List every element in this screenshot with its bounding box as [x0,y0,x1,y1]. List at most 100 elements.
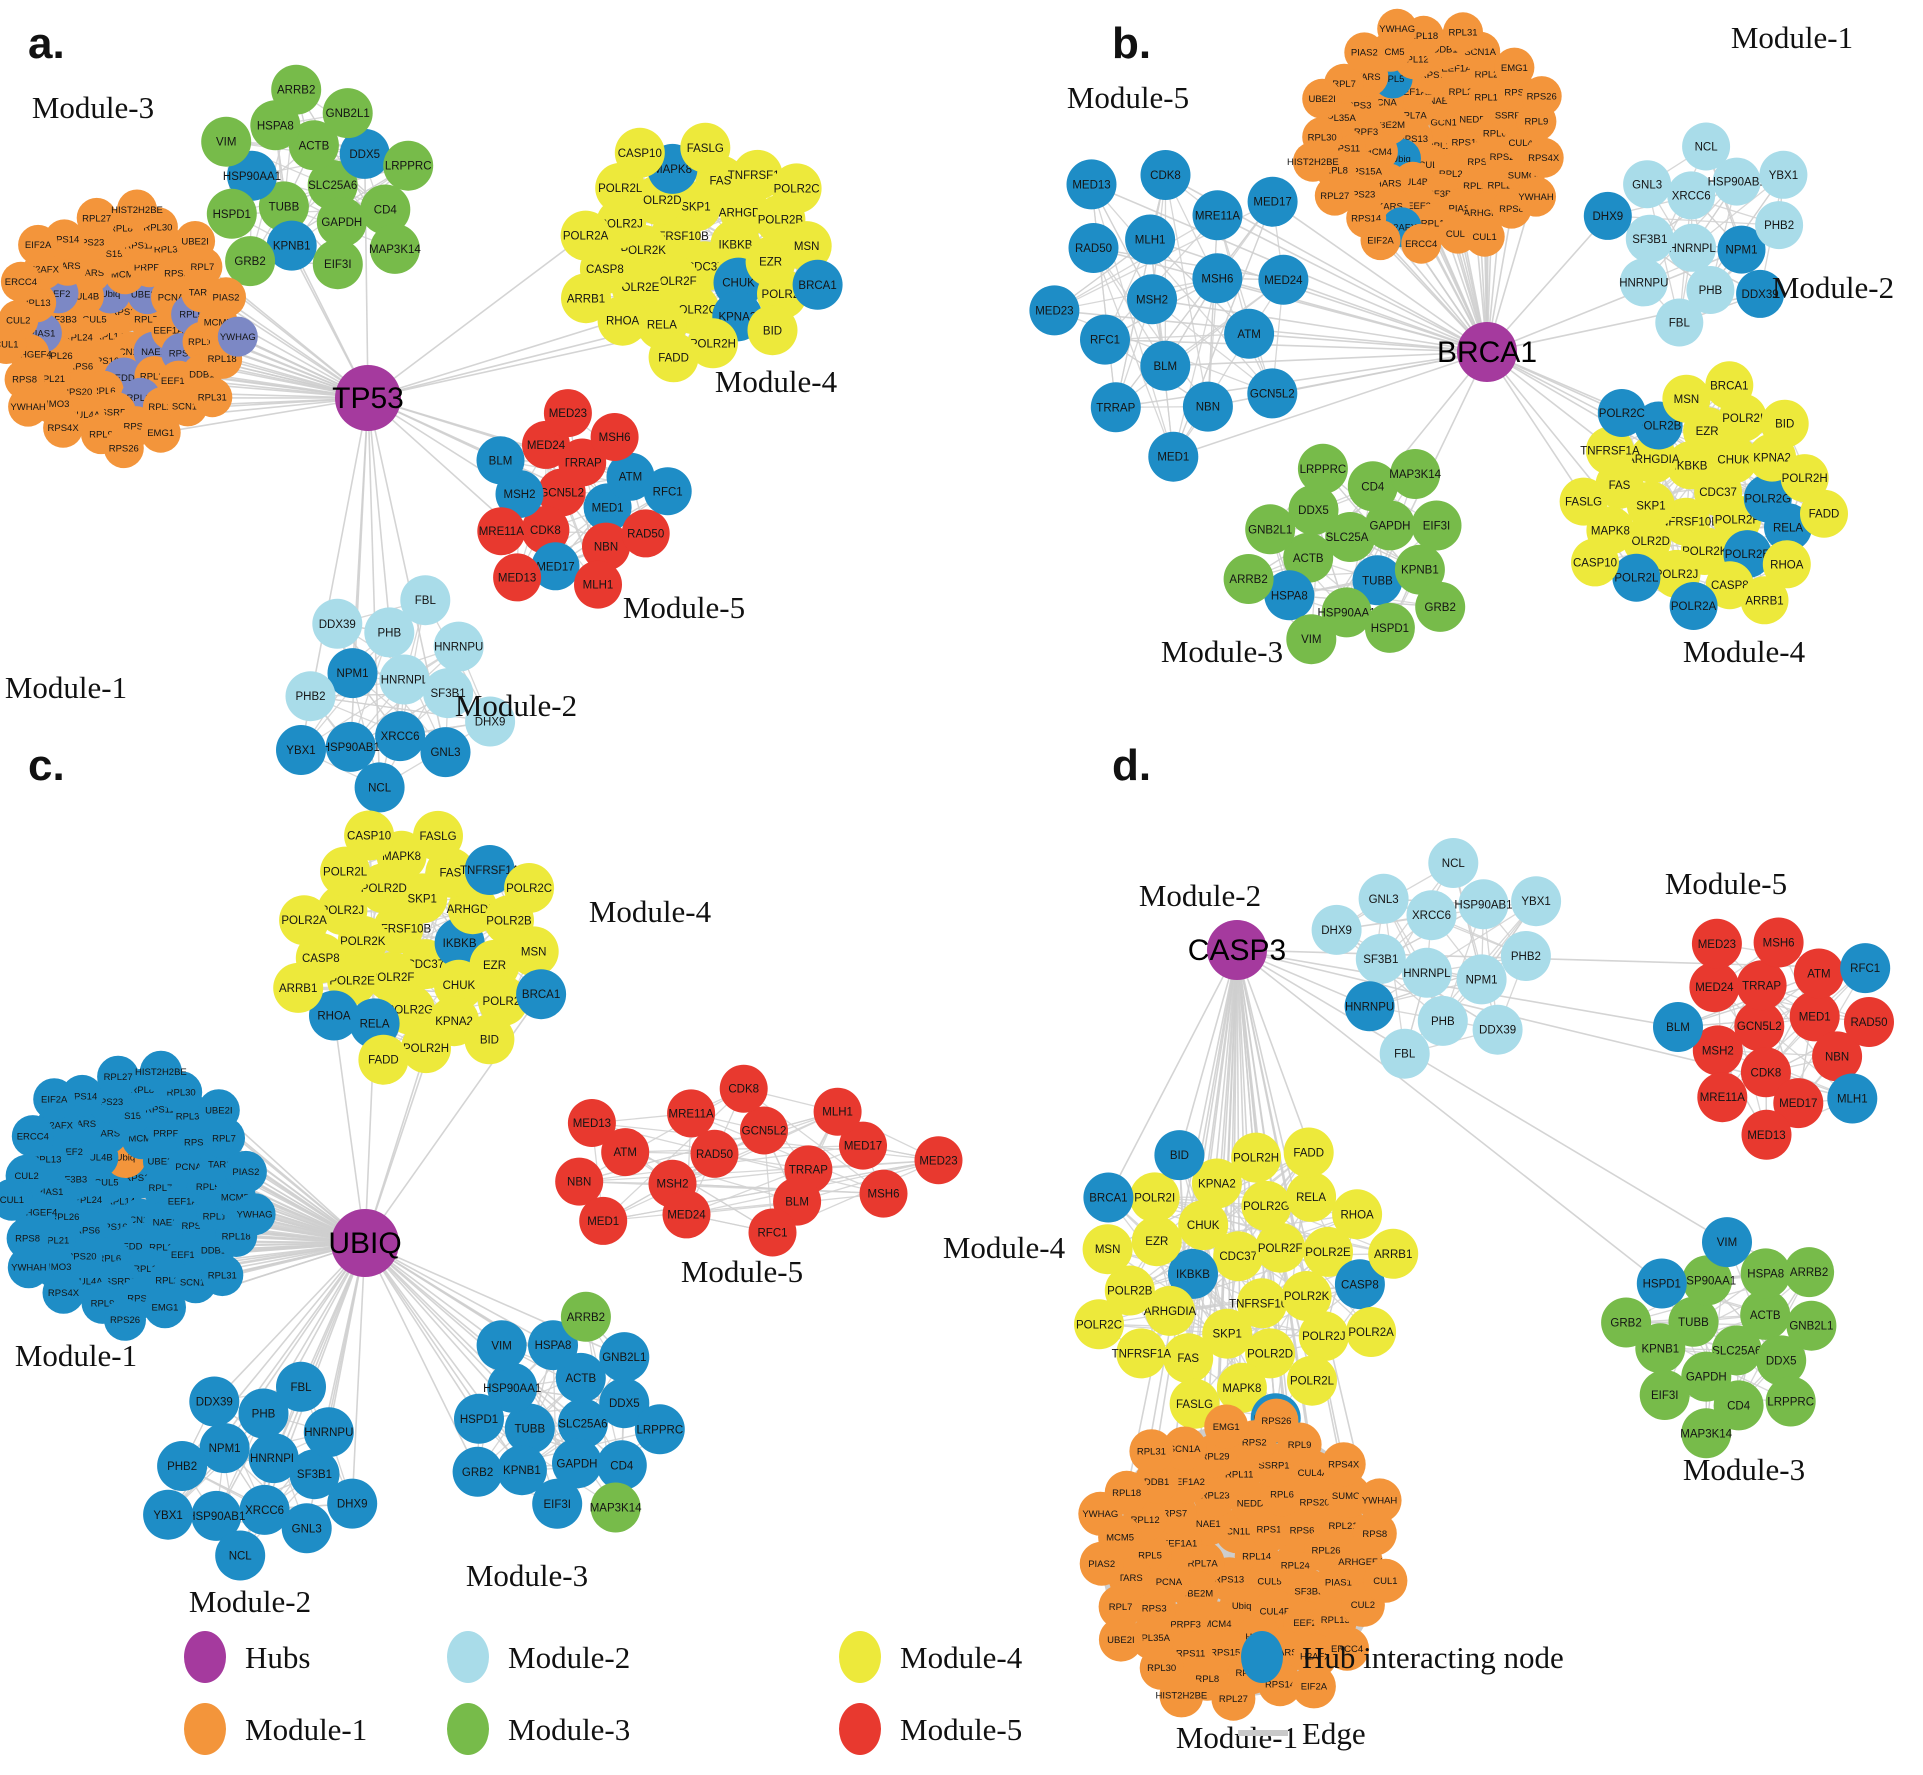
node-ARRB2[interactable] [1223,554,1274,604]
node-FADD[interactable] [648,332,699,383]
node-CASP10[interactable] [344,810,395,861]
node-ERCC4[interactable] [1325,1626,1370,1671]
node-XRCC6[interactable] [1667,171,1716,220]
node-LRPPRC[interactable] [383,140,434,191]
node-KPNB1[interactable] [496,1445,547,1496]
node-RFC1[interactable] [1080,314,1130,365]
node-MRE11A[interactable] [477,507,526,556]
node-RHOA[interactable] [1762,540,1811,589]
node-GNB2L1[interactable] [322,88,373,139]
node-RPS4X[interactable] [43,407,84,448]
node-POLR2D[interactable] [1245,1328,1296,1379]
node-PHB2[interactable] [285,671,336,722]
node-FBL[interactable] [276,1361,326,1412]
node-RAD50[interactable] [621,509,670,558]
node-GAPDH[interactable] [1365,500,1415,551]
node-RHOA[interactable] [309,990,359,1041]
node-POLR2C[interactable] [1597,389,1646,437]
node-CD4[interactable] [360,184,411,235]
node-NBN[interactable] [555,1157,604,1206]
node-BID[interactable] [747,305,798,356]
node-YBX1[interactable] [1759,150,1808,199]
node-ARRB1[interactable] [1740,576,1789,625]
node-POLR2J[interactable] [317,885,368,935]
node-FBL[interactable] [1379,1028,1430,1079]
node-EIF3I[interactable] [312,239,363,290]
node-LRPPRC[interactable] [1765,1376,1816,1427]
node-DDX5[interactable] [599,1378,650,1429]
node-ERCC4[interactable] [0,261,41,302]
node-HSPA8[interactable] [1740,1248,1791,1299]
node-RELA[interactable] [1286,1171,1337,1222]
node-KPNB1[interactable] [1394,544,1445,595]
node-GNL3[interactable] [281,1503,332,1554]
node-TNFRSF1A[interactable] [1116,1328,1167,1379]
node-NPM1[interactable] [199,1423,250,1474]
node-UBE2I[interactable] [1098,1617,1143,1662]
node-HSP90AA1[interactable] [1321,587,1372,638]
node-HIST2H2BE[interactable] [1292,141,1333,182]
node-TUBB[interactable] [1352,555,1403,606]
node-ACTB[interactable] [555,1352,606,1403]
node-RPL31[interactable] [201,1254,244,1297]
node-GNB2L1[interactable] [1245,504,1296,555]
node-MLH1[interactable] [813,1087,862,1136]
node-MSH6[interactable] [590,413,639,461]
hub-node-BRCA1[interactable] [1457,322,1517,382]
node-CASP10[interactable] [1571,538,1619,587]
node-LRPPRC[interactable] [634,1404,685,1455]
node-DDX5[interactable] [1288,485,1339,535]
node-XRCC6[interactable] [375,711,426,762]
node-CUL1[interactable] [0,1178,33,1221]
node-TNFRSF10B[interactable] [1237,1278,1287,1329]
node-DHX9[interactable] [465,696,516,747]
node-RAD50[interactable] [1068,223,1119,273]
node-DDX5[interactable] [1756,1335,1807,1386]
node-HSPA8[interactable] [528,1320,578,1371]
node-NCL[interactable] [215,1530,266,1581]
node-EIF3I[interactable] [1639,1370,1690,1420]
node-PIAS2[interactable] [224,1150,267,1193]
node-EEF1A2[interactable] [1165,1459,1210,1504]
node-SF3B1[interactable] [1355,933,1406,984]
node-TNFRSF1A[interactable] [732,149,783,200]
hub-node-CASP3[interactable] [1207,920,1267,980]
node-ARRB2[interactable] [560,1291,611,1342]
node-NBN[interactable] [1812,1031,1863,1082]
node-MED13[interactable] [567,1099,616,1147]
node-POLR2H[interactable] [1231,1132,1282,1183]
node-MSH6[interactable] [1753,917,1804,968]
node-DDX39[interactable] [1736,269,1785,318]
node-FASLG[interactable] [413,810,463,861]
node-GCN5L2[interactable] [1247,368,1298,419]
node-EMG1[interactable] [1204,1404,1249,1449]
node-MRE11A[interactable] [1192,190,1243,241]
node-YBX1[interactable] [143,1489,194,1540]
node-SF3B1[interactable] [289,1449,340,1500]
node-MED24[interactable] [1689,962,1740,1013]
node-POLR2H[interactable] [1780,454,1829,503]
node-MED23[interactable] [1029,285,1080,336]
node-RPS26[interactable] [1254,1398,1299,1443]
node-NBN[interactable] [582,522,630,571]
node-MED1[interactable] [1789,991,1840,1042]
node-GNL3[interactable] [1623,160,1672,209]
node-CDK8[interactable] [521,506,570,554]
node-HNRNPL[interactable] [1401,947,1452,998]
node-MAP3K14[interactable] [590,1482,641,1533]
node-YBX1[interactable] [276,725,326,775]
node-RPL7[interactable] [1098,1584,1143,1629]
node-POLR2F[interactable] [1255,1222,1306,1273]
node-EIF3I[interactable] [532,1478,583,1529]
node-MED13[interactable] [1066,159,1117,210]
node-LRPPRC[interactable] [1297,443,1348,494]
node-PHB2[interactable] [1755,201,1804,250]
node-YWHAH[interactable] [1516,176,1556,217]
node-HNRNPU[interactable] [1344,981,1395,1032]
node-ARHGDIA[interactable] [1145,1285,1195,1336]
node-FBL[interactable] [400,575,451,626]
node-BID[interactable] [1154,1130,1205,1181]
node-YWHAG[interactable] [233,1193,276,1236]
node-ATM[interactable] [1793,948,1844,999]
node-EIF3I[interactable] [1411,500,1462,551]
